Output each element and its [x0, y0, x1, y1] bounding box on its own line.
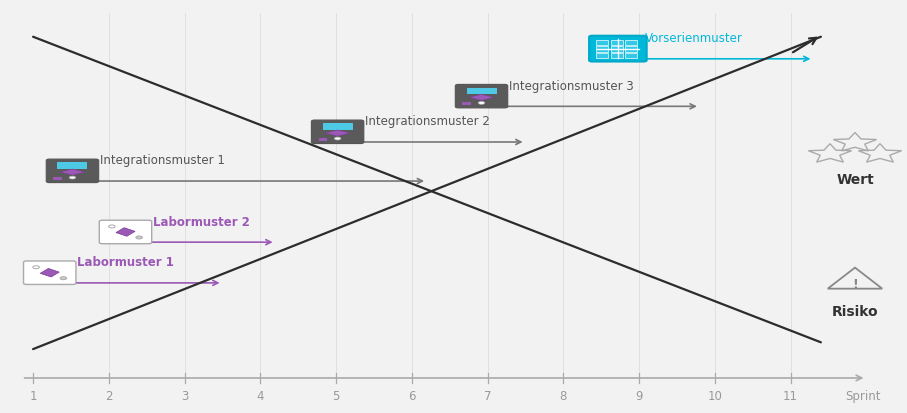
Circle shape [69, 176, 76, 179]
Circle shape [33, 266, 39, 269]
Text: 5: 5 [332, 390, 340, 403]
Bar [466, 88, 496, 94]
Polygon shape [116, 228, 135, 236]
FancyBboxPatch shape [311, 120, 364, 144]
Circle shape [478, 102, 485, 104]
Circle shape [335, 137, 341, 140]
Text: Risiko: Risiko [832, 305, 878, 319]
Bar [625, 53, 637, 58]
Text: Integrationsmuster 3: Integrationsmuster 3 [509, 80, 634, 93]
FancyBboxPatch shape [455, 84, 508, 108]
Text: 3: 3 [180, 390, 189, 403]
Circle shape [60, 277, 66, 280]
Bar [596, 47, 608, 52]
Text: 7: 7 [483, 390, 492, 403]
Bar [596, 53, 608, 58]
Bar [625, 47, 637, 52]
Text: !: ! [852, 278, 858, 291]
Polygon shape [40, 268, 59, 277]
Bar [54, 177, 62, 180]
Bar [610, 47, 622, 52]
Bar [596, 40, 608, 45]
FancyBboxPatch shape [46, 159, 99, 183]
Polygon shape [60, 169, 84, 175]
Polygon shape [326, 130, 350, 136]
FancyBboxPatch shape [24, 261, 76, 285]
Text: 8: 8 [560, 390, 567, 403]
Bar [610, 53, 622, 58]
Text: Vorserienmuster: Vorserienmuster [645, 32, 743, 45]
Text: Labormuster 2: Labormuster 2 [152, 216, 249, 228]
FancyBboxPatch shape [99, 220, 151, 244]
Bar [610, 40, 622, 45]
Bar [57, 162, 87, 169]
Bar [318, 138, 327, 141]
Text: 10: 10 [707, 390, 722, 403]
FancyBboxPatch shape [589, 36, 647, 62]
Polygon shape [469, 94, 493, 100]
Text: Integrationsmuster 1: Integrationsmuster 1 [100, 154, 225, 167]
Text: 2: 2 [105, 390, 112, 403]
Bar [323, 123, 353, 130]
Text: Labormuster 1: Labormuster 1 [77, 256, 174, 269]
Text: 1: 1 [29, 390, 37, 403]
Text: 4: 4 [257, 390, 264, 403]
Bar [463, 102, 471, 105]
Text: Wert: Wert [836, 173, 873, 187]
Text: 9: 9 [635, 390, 643, 403]
Text: Integrationsmuster 2: Integrationsmuster 2 [365, 115, 490, 128]
Bar [625, 40, 637, 45]
Text: 6: 6 [408, 390, 415, 403]
Text: Sprint: Sprint [844, 390, 881, 403]
Text: 11: 11 [783, 390, 798, 403]
Circle shape [136, 236, 142, 239]
Circle shape [109, 225, 115, 228]
